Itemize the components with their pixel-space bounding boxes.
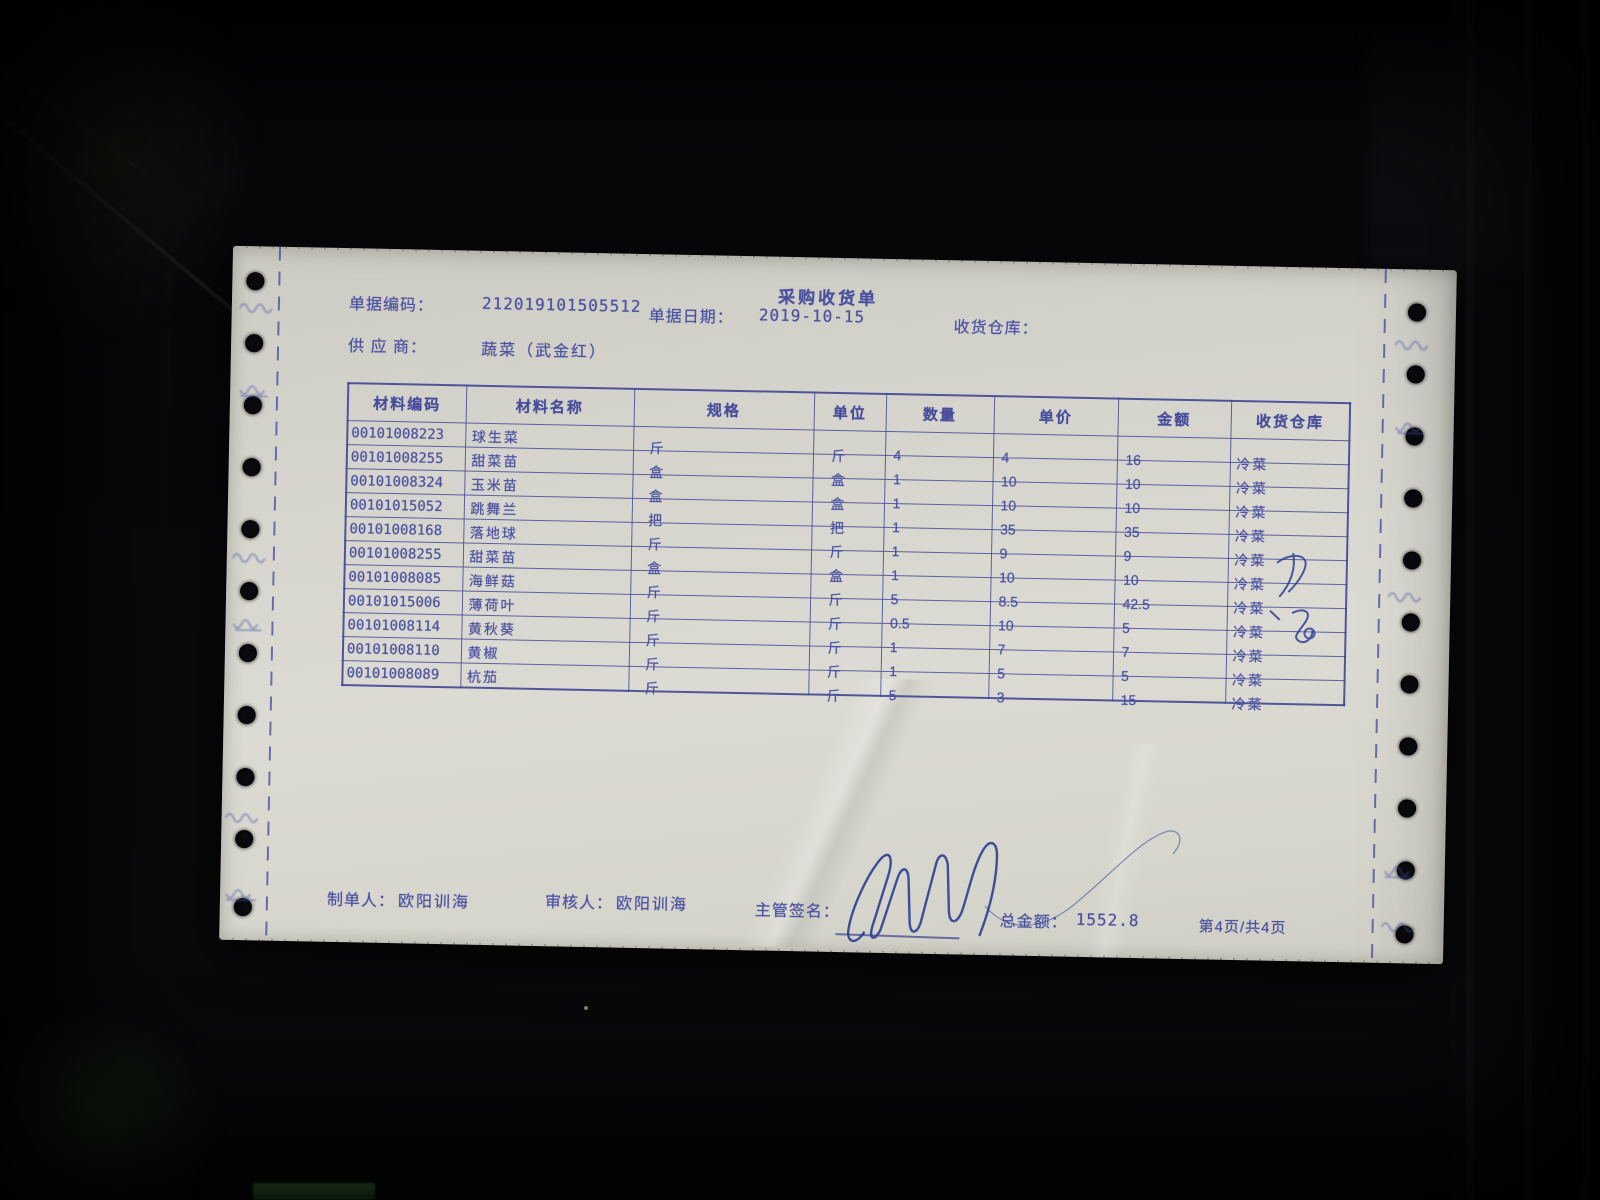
ink-smudge xyxy=(1387,592,1422,603)
cell-quantity: 4 xyxy=(885,431,994,463)
background-shadow-shape xyxy=(1368,30,1528,270)
column-header: 单价 xyxy=(993,396,1119,437)
preparer-value: 欧阳训海 xyxy=(397,893,471,912)
doc-date-value: 2019-10-15 xyxy=(758,305,866,327)
cell-amount: 10 xyxy=(1114,556,1229,588)
column-header: 收货仓库 xyxy=(1230,400,1351,441)
printed-content: 采购收货单 单据编码： 212019101505512 单据日期： 2019-1… xyxy=(219,246,1457,964)
cell-material-code: 00101008089 xyxy=(342,660,461,688)
cell-material-name: 杭茄 xyxy=(460,662,629,691)
receipt-paper: 采购收货单 单据编码： 212019101505512 单据日期： 2019-1… xyxy=(219,245,1457,965)
ink-smudge xyxy=(1394,422,1424,435)
cell-unit-price: 3 xyxy=(988,673,1113,705)
cell-amount: 7 xyxy=(1113,628,1227,660)
ink-smudge xyxy=(1380,922,1415,933)
doc-code-label: 单据编码： xyxy=(348,296,435,315)
cell-material-name: 球生菜 xyxy=(465,422,634,451)
page-info: 第4页/共4页 xyxy=(1198,918,1287,938)
cell-material-code: 00101008255 xyxy=(346,444,466,471)
warehouse-label: 收货仓库： xyxy=(953,319,1039,338)
ink-smudge xyxy=(1394,340,1429,351)
supplier-label: 供 应 商： xyxy=(347,338,428,357)
cell-material-name: 甜菜苗 xyxy=(464,446,634,475)
cell-material-name: 薄荷叶 xyxy=(461,590,631,619)
cell-material-name: 海鲜菇 xyxy=(462,566,631,595)
doc-date-label: 单据日期： xyxy=(648,308,734,327)
cell-amount: 5 xyxy=(1112,652,1227,684)
column-header: 材料编码 xyxy=(347,383,467,423)
doc-code-value: 212019101505512 xyxy=(481,293,642,316)
preparer-label: 制单人： xyxy=(326,891,396,911)
cell-material-name: 跳舞兰 xyxy=(463,494,633,523)
column-header: 数量 xyxy=(885,393,995,434)
ink-smudge xyxy=(225,889,256,902)
cell-material-name: 黄秋葵 xyxy=(461,614,630,643)
cell-material-code: 00101015006 xyxy=(343,588,463,615)
cell-unit-price: 5 xyxy=(988,649,1114,681)
cell-material-name: 落地球 xyxy=(463,518,632,547)
cell-material-name: 玉米苗 xyxy=(464,470,633,499)
ink-smudge xyxy=(231,552,266,564)
column-header: 规格 xyxy=(633,388,815,430)
cell-material-name: 甜菜苗 xyxy=(462,542,632,571)
cell-unit-price: 10 xyxy=(990,553,1116,586)
cell-material-code: 00101008110 xyxy=(342,636,462,663)
cell-material-code: 00101008223 xyxy=(347,420,466,447)
ink-smudge xyxy=(232,619,262,632)
cell-warehouse: 冷菜 xyxy=(1229,438,1350,473)
cell-material-code: 00101008085 xyxy=(344,564,463,591)
cell-material-code: 00101008114 xyxy=(343,612,462,639)
ink-smudge xyxy=(224,812,259,824)
background-green-strip xyxy=(253,1183,375,1200)
cell-material-code: 00101015052 xyxy=(345,492,465,519)
cell-amount: 16 xyxy=(1116,436,1231,468)
cell-material-code: 00101008324 xyxy=(346,468,465,495)
background-speck xyxy=(584,1006,588,1010)
background-green-glow xyxy=(0,1010,220,1200)
supplier-value: 蔬菜（武金红） xyxy=(480,341,608,362)
reviewer-value: 欧阳训海 xyxy=(615,895,689,915)
handwritten-mark xyxy=(1269,552,1316,644)
cell-unit: 斤 xyxy=(813,429,886,464)
supervisor-signature xyxy=(846,830,1181,943)
cell-amount: 15 xyxy=(1112,676,1226,708)
cell-material-name: 黄椒 xyxy=(460,638,630,667)
items-table: 材料编码 材料名称 规格 单位 数量 单价 金额 收货仓库 00101008223 球生菜 斤… xyxy=(341,382,1352,713)
column-header: 金额 xyxy=(1117,398,1232,439)
ink-smudge xyxy=(238,303,273,314)
ink-smudge xyxy=(1383,866,1413,879)
column-header: 材料名称 xyxy=(465,385,635,427)
cell-unit-price: 10 xyxy=(992,457,1117,490)
cell-material-code: 00101008255 xyxy=(344,540,464,567)
cell-unit-price: 4 xyxy=(992,433,1118,465)
background-tint xyxy=(0,0,260,340)
column-header: 单位 xyxy=(813,392,887,432)
reviewer-label: 审核人： xyxy=(544,894,614,913)
cell-spec: 斤 xyxy=(633,426,814,456)
ink-smudge xyxy=(239,385,269,398)
cell-material-code: 00101008168 xyxy=(345,516,464,543)
